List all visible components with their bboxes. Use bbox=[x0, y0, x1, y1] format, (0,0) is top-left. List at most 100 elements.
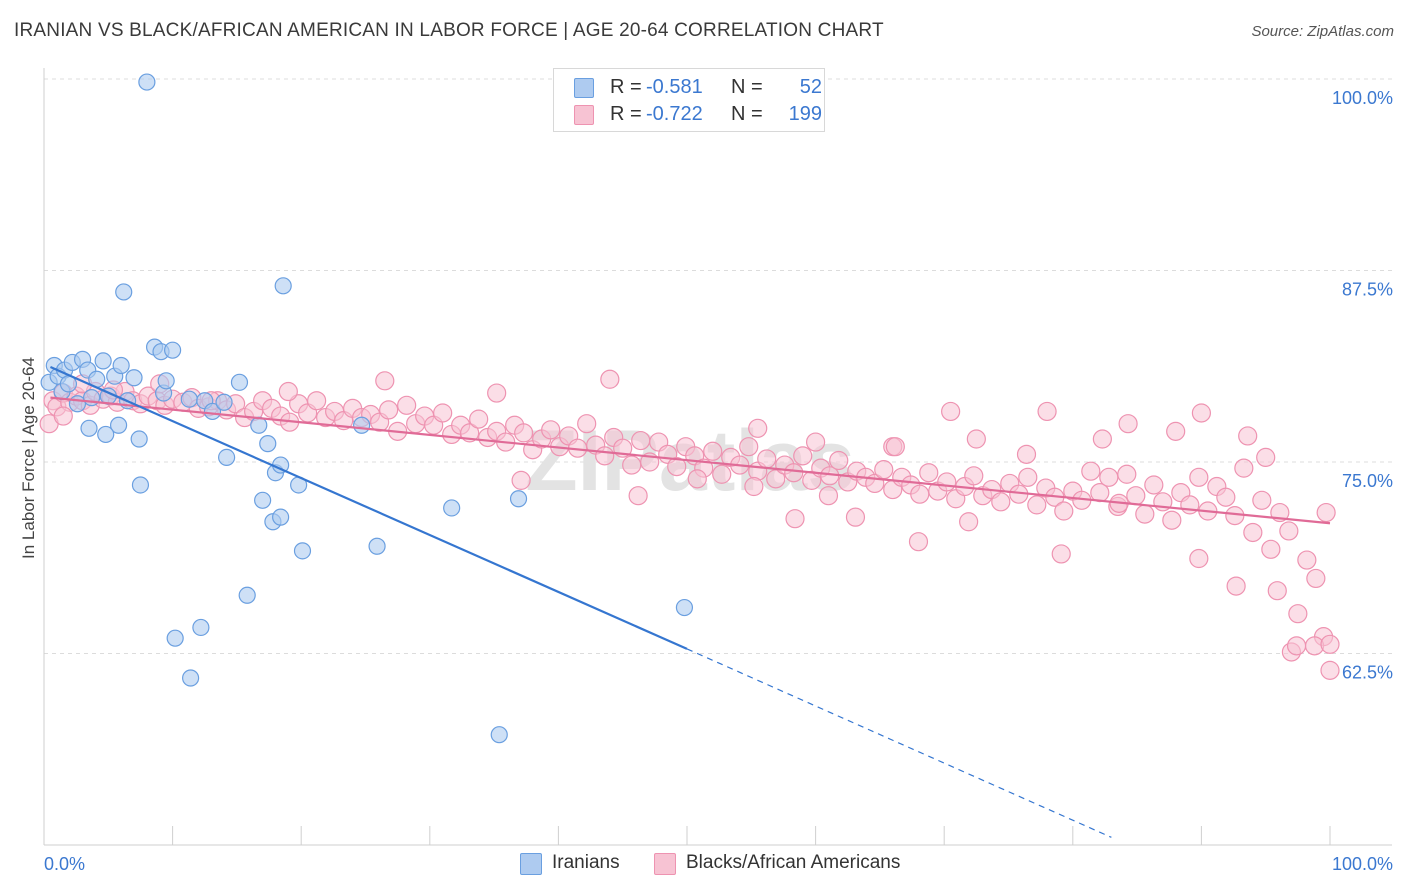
data-point-black bbox=[1054, 501, 1074, 521]
data-point-black bbox=[1243, 522, 1263, 543]
data-point-iranians bbox=[443, 499, 461, 517]
axes bbox=[43, 68, 1392, 846]
data-point-black bbox=[541, 420, 561, 440]
y-tick-label: 100.0% bbox=[1332, 88, 1393, 108]
bottom-legend-label-black: Blacks/African Americans bbox=[686, 852, 901, 873]
data-point-black bbox=[744, 476, 764, 497]
data-point-iranians bbox=[131, 476, 150, 494]
tick-labels: 100.0% 87.5% 75.0% 62.5% 0.0% 100.0% bbox=[44, 88, 1393, 874]
data-point-iranians bbox=[293, 542, 312, 560]
data-point-black bbox=[1316, 502, 1336, 523]
chart-title: IRANIAN VS BLACK/AFRICAN AMERICAN IN LAB… bbox=[14, 20, 884, 41]
data-point-black bbox=[1135, 504, 1155, 524]
data-point-black bbox=[631, 430, 651, 451]
data-point-black bbox=[829, 450, 849, 471]
data-point-black bbox=[1051, 544, 1071, 564]
data-point-black bbox=[908, 532, 929, 552]
source-label: Source: ZipAtlas.com bbox=[1251, 23, 1394, 40]
data-point-black bbox=[739, 437, 759, 457]
data-point-black bbox=[1037, 401, 1057, 422]
data-point-black bbox=[748, 418, 768, 438]
legend-n-value: 52 bbox=[799, 76, 822, 98]
data-point-iranians bbox=[138, 73, 156, 91]
data-point-black bbox=[397, 395, 417, 415]
data-point-iranians bbox=[166, 629, 184, 647]
data-point-black bbox=[1297, 550, 1317, 570]
data-point-black bbox=[1189, 467, 1209, 487]
data-point-black bbox=[1234, 458, 1254, 478]
data-point-black bbox=[1252, 490, 1272, 510]
data-point-black bbox=[511, 470, 531, 490]
data-point-iranians bbox=[490, 726, 508, 744]
data-point-iranians bbox=[203, 402, 222, 421]
legend-r-value: -0.581 bbox=[646, 76, 703, 98]
data-point-black bbox=[1288, 604, 1308, 624]
legend-n-label: N = bbox=[731, 103, 763, 125]
bottom-legend-swatch-black bbox=[654, 853, 676, 875]
legend-r-label: R = bbox=[610, 103, 642, 125]
data-point-black bbox=[1027, 495, 1047, 515]
x-tick-label: 100.0% bbox=[1332, 854, 1393, 874]
data-point-iranians bbox=[182, 669, 200, 687]
legend-r-label: R = bbox=[610, 76, 642, 98]
data-point-black bbox=[595, 446, 615, 466]
data-point-iranians bbox=[164, 341, 182, 359]
data-point-black bbox=[1162, 510, 1182, 530]
trend-lines bbox=[49, 366, 1331, 838]
data-point-black bbox=[628, 486, 648, 506]
data-point-black bbox=[1238, 426, 1258, 446]
data-point-black bbox=[818, 486, 839, 506]
data-point-black bbox=[885, 437, 905, 457]
data-point-iranians bbox=[157, 372, 175, 390]
data-point-black bbox=[1126, 486, 1146, 506]
data-point-black bbox=[375, 371, 395, 391]
y-axis-label: In Labor Force | Age 20-64 bbox=[19, 357, 38, 559]
data-point-black bbox=[1226, 576, 1246, 596]
data-point-black bbox=[1189, 548, 1209, 569]
data-point-iranians bbox=[230, 373, 249, 391]
data-point-iranians bbox=[238, 586, 256, 604]
data-point-black bbox=[379, 400, 399, 420]
y-tick-label: 62.5% bbox=[1342, 663, 1393, 683]
data-point-black bbox=[703, 441, 723, 461]
legend-n-value: 199 bbox=[788, 103, 822, 125]
data-point-black bbox=[941, 401, 961, 422]
legend-n-label: N = bbox=[731, 76, 763, 98]
data-point-iranians bbox=[94, 352, 112, 370]
bottom-legend-swatch-iranians bbox=[520, 853, 542, 875]
data-point-black bbox=[966, 429, 986, 449]
data-point-black bbox=[667, 456, 687, 477]
data-point-iranians bbox=[80, 419, 98, 437]
data-point-black bbox=[1117, 464, 1137, 484]
data-point-black bbox=[1016, 444, 1037, 464]
data-point-black bbox=[785, 509, 805, 529]
x-tick-label: 0.0% bbox=[44, 854, 85, 874]
data-point-black bbox=[1166, 421, 1186, 441]
data-point-black bbox=[577, 414, 597, 434]
data-point-iranians bbox=[109, 416, 128, 434]
data-point-black bbox=[1267, 581, 1287, 601]
data-point-black bbox=[991, 492, 1011, 512]
y-tick-label: 75.0% bbox=[1342, 471, 1393, 491]
data-point-iranians bbox=[215, 393, 233, 411]
data-point-black bbox=[1144, 475, 1164, 495]
data-point-black bbox=[1018, 467, 1038, 487]
data-point-black bbox=[910, 484, 930, 504]
data-point-black bbox=[307, 391, 327, 411]
series-iranians-points bbox=[40, 73, 694, 744]
data-point-iranians bbox=[509, 490, 528, 508]
bottom-legend-label-iranians: Iranians bbox=[552, 852, 620, 873]
data-point-iranians bbox=[368, 537, 386, 555]
data-point-black bbox=[874, 460, 894, 480]
data-point-iranians bbox=[274, 277, 292, 295]
data-point-black bbox=[712, 464, 732, 484]
data-point-black bbox=[469, 409, 489, 429]
data-point-black bbox=[1092, 429, 1112, 449]
data-point-black bbox=[1286, 636, 1307, 656]
legend: R = -0.581 N = 52 R = -0.722 N = 199 bbox=[553, 68, 825, 132]
data-point-iranians bbox=[125, 369, 143, 387]
data-point-iranians bbox=[675, 598, 694, 617]
data-point-iranians bbox=[130, 430, 148, 448]
data-point-black bbox=[793, 446, 813, 466]
